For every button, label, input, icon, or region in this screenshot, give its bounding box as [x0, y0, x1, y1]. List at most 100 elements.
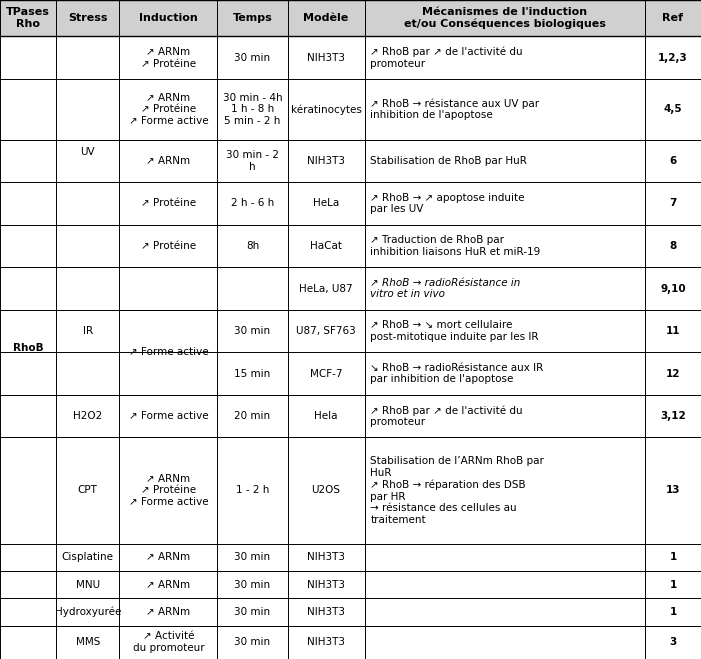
Bar	[287, 395, 365, 438]
Bar	[56, 438, 119, 544]
Text: ↗ RhoB → ↘ mort cellulaire
post-mitotique induite par les IR: ↗ RhoB → ↘ mort cellulaire post-mitotiqu…	[370, 320, 539, 342]
Text: IR: IR	[83, 326, 93, 336]
Bar	[365, 395, 645, 438]
Text: Hydroxyurée: Hydroxyurée	[55, 607, 121, 617]
Bar	[645, 140, 701, 182]
Text: ↗ Activité
du promoteur: ↗ Activité du promoteur	[132, 631, 204, 653]
Bar	[0, 353, 56, 395]
Text: 30 min - 2
h: 30 min - 2 h	[226, 150, 279, 172]
Text: Stabilisation de RhoB par HuR: Stabilisation de RhoB par HuR	[370, 156, 527, 166]
Bar	[56, 268, 119, 310]
Text: NIH3T3: NIH3T3	[307, 607, 345, 617]
Text: ↗ ARNm: ↗ ARNm	[147, 580, 191, 590]
Bar	[217, 225, 287, 268]
Bar	[0, 225, 56, 268]
Bar	[119, 310, 217, 395]
Bar	[217, 310, 287, 353]
Bar	[645, 395, 701, 438]
Bar	[119, 225, 217, 268]
Text: H2O2: H2O2	[73, 411, 102, 421]
Bar	[365, 225, 645, 268]
Text: 3: 3	[669, 637, 676, 647]
Bar	[0, 140, 56, 182]
Text: 11: 11	[666, 326, 680, 336]
Bar	[217, 353, 287, 395]
Text: ↗ Protéine: ↗ Protéine	[141, 198, 196, 208]
Bar	[119, 395, 217, 438]
Text: ↗ ARNm: ↗ ARNm	[147, 607, 191, 617]
Text: Induction: Induction	[139, 13, 198, 23]
Text: U2OS: U2OS	[311, 486, 341, 496]
Text: Stabilisation de l’ARNm RhoB par
HuR
↗ RhoB → réparation des DSB
par HR
→ résist: Stabilisation de l’ARNm RhoB par HuR ↗ R…	[370, 456, 544, 525]
Bar	[0, 438, 56, 544]
Text: 1 - 2 h: 1 - 2 h	[236, 486, 269, 496]
Bar	[217, 268, 287, 310]
Bar	[56, 36, 119, 268]
Bar	[119, 598, 217, 625]
Bar	[0, 36, 56, 659]
Bar	[217, 625, 287, 659]
Bar	[287, 571, 365, 598]
Text: Modèle: Modèle	[304, 13, 348, 23]
Bar	[645, 225, 701, 268]
Text: RhoB: RhoB	[13, 343, 43, 353]
Text: NIH3T3: NIH3T3	[307, 552, 345, 562]
Bar	[287, 544, 365, 571]
Text: Ref: Ref	[662, 13, 683, 23]
Text: HeLa, U87: HeLa, U87	[299, 283, 353, 293]
Bar	[287, 438, 365, 544]
Bar	[56, 544, 119, 571]
Text: 12: 12	[666, 368, 680, 378]
Bar	[365, 625, 645, 659]
Bar	[56, 598, 119, 625]
Text: ↗ Forme active: ↗ Forme active	[128, 347, 208, 357]
Text: 30 min: 30 min	[234, 552, 271, 562]
Text: kératinocytes: kératinocytes	[291, 104, 362, 115]
Text: ↗ RhoB → ↗ apoptose induite
par les UV: ↗ RhoB → ↗ apoptose induite par les UV	[370, 192, 525, 214]
Bar	[365, 140, 645, 182]
Bar	[645, 182, 701, 225]
Bar	[217, 438, 287, 544]
Text: 13: 13	[666, 486, 680, 496]
Text: 9,10: 9,10	[660, 283, 686, 293]
Bar	[56, 140, 119, 182]
Bar	[645, 310, 701, 353]
Text: 4,5: 4,5	[664, 104, 682, 114]
Bar	[119, 36, 217, 79]
Bar	[217, 79, 287, 140]
Bar	[0, 79, 56, 140]
Bar	[287, 310, 365, 353]
Text: 1: 1	[669, 607, 676, 617]
Bar	[119, 571, 217, 598]
Bar	[119, 310, 217, 353]
Bar	[365, 438, 645, 544]
Bar	[217, 36, 287, 79]
Bar	[56, 36, 119, 79]
Bar	[119, 182, 217, 225]
Bar	[287, 625, 365, 659]
Bar	[119, 353, 217, 395]
Bar	[365, 36, 645, 79]
Text: 7: 7	[669, 198, 676, 208]
Text: ↘ RhoB → radioRésistance aux IR
par inhibition de l'apoptose: ↘ RhoB → radioRésistance aux IR par inhi…	[370, 362, 543, 384]
Bar	[645, 353, 701, 395]
Text: ↗ ARNm: ↗ ARNm	[147, 156, 191, 166]
Text: ↗ Protéine: ↗ Protéine	[141, 241, 196, 251]
Text: ↗ RhoB → radioRésistance in
vitro et in vivo: ↗ RhoB → radioRésistance in vitro et in …	[370, 277, 521, 299]
Text: 1: 1	[669, 552, 676, 562]
Bar	[287, 353, 365, 395]
Bar	[287, 598, 365, 625]
Bar	[645, 625, 701, 659]
Text: Cisplatine: Cisplatine	[62, 552, 114, 562]
Text: MMS: MMS	[76, 637, 100, 647]
Text: TPases
Rho: TPases Rho	[6, 7, 50, 29]
Bar	[119, 79, 217, 140]
Bar	[0, 36, 56, 79]
Text: 30 min: 30 min	[234, 53, 271, 63]
Bar	[217, 598, 287, 625]
Bar	[56, 225, 119, 268]
Text: 3,12: 3,12	[660, 411, 686, 421]
Bar	[56, 625, 119, 659]
Bar	[217, 140, 287, 182]
Bar	[119, 625, 217, 659]
